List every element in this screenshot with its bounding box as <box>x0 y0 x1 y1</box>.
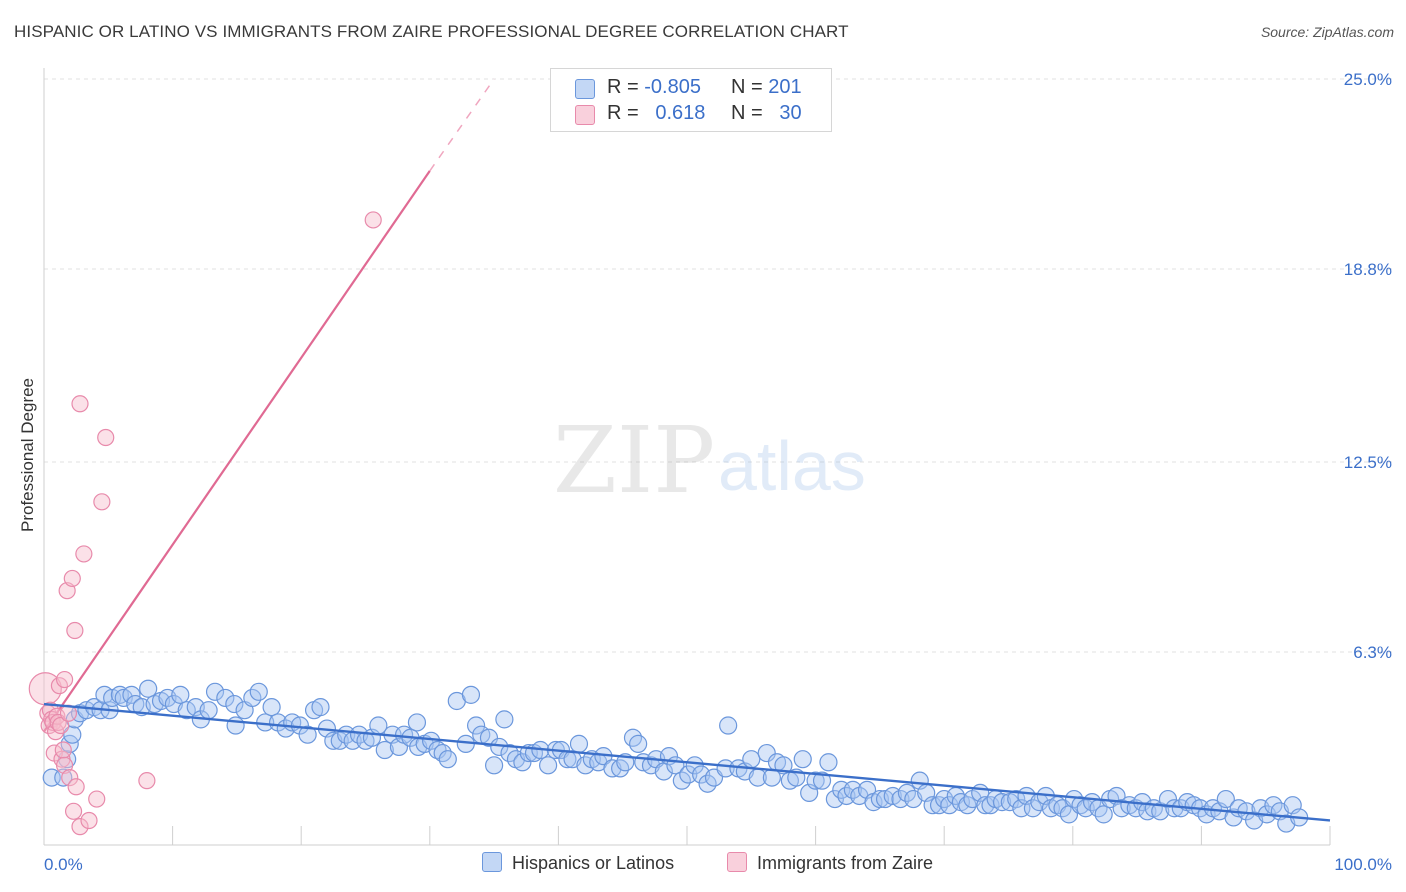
hispanics-point <box>122 685 141 704</box>
zaire-point <box>67 778 85 796</box>
legend-r-text: R = -0.805 <box>607 76 701 98</box>
zaire-point <box>61 768 79 787</box>
legend-r-text: R = 0.618 <box>607 102 706 124</box>
swatch-pink <box>727 852 747 872</box>
hispanics-point <box>298 725 317 744</box>
hispanics-point <box>171 685 190 704</box>
hispanics-point <box>716 759 735 778</box>
hispanics-point <box>742 750 761 769</box>
hispanics-point <box>262 698 281 717</box>
hispanics-point <box>428 740 447 760</box>
legend-swatch-blue <box>575 79 595 99</box>
hispanics-point <box>216 688 235 708</box>
hispanics-point <box>825 789 844 809</box>
hispanics-point <box>495 710 514 729</box>
watermark: ZIP atlas <box>553 407 866 514</box>
hispanics-point <box>461 685 481 704</box>
zaire-point <box>138 772 156 790</box>
bottom-legend-hispanics: Hispanics or Latinos <box>482 852 674 874</box>
zaire-point <box>52 716 70 735</box>
zaire-point <box>364 211 382 229</box>
hispanics-point <box>438 750 457 769</box>
x-tick-label-max: 100.0% <box>1334 855 1392 874</box>
hispanics-point <box>719 716 738 735</box>
hispanics-point <box>249 682 268 701</box>
hispanics-point <box>205 682 225 701</box>
hispanics-point <box>226 716 245 735</box>
hispanics-point <box>479 728 499 747</box>
zaire-point <box>66 621 84 640</box>
zaire-trend-line <box>43 170 431 733</box>
grid-lines <box>44 78 1395 653</box>
zaire-point <box>93 493 111 511</box>
hispanics-point <box>1158 789 1178 809</box>
zaire-point <box>71 395 89 413</box>
hispanics-point <box>685 756 704 775</box>
bottom-legend: Hispanics or Latinos Immigrants from Zai… <box>0 852 1406 878</box>
hispanics-point <box>199 701 218 720</box>
hispanics-point <box>757 743 776 763</box>
hispanics-point <box>311 698 330 717</box>
zaire-point <box>55 670 74 689</box>
hispanics-point <box>466 716 486 735</box>
legend-n-text: N = 201 <box>731 76 802 98</box>
tick-labels: 6.3% 12.5% 18.8% 25.0% 0.0% 100.0% <box>44 70 1392 874</box>
zaire-point <box>75 545 93 563</box>
source-label: Source: ZipAtlas.com <box>1260 24 1394 40</box>
hispanics-point <box>539 756 558 775</box>
zaire-point <box>71 818 89 836</box>
hispanics-point <box>940 796 959 815</box>
hispanics-point <box>139 679 158 698</box>
hispanics-point <box>569 734 589 753</box>
y-axis-label: Professional Degree <box>18 378 37 532</box>
hispanics-point <box>812 771 832 790</box>
trend-lines-hispanics <box>43 702 1331 822</box>
series-zaire-points <box>28 211 382 836</box>
hispanics-point <box>629 734 648 753</box>
hispanics-point <box>992 793 1012 812</box>
legend-box: R = -0.805 N = 201 R = 0.618 N = 30 <box>550 68 832 132</box>
hispanics-point <box>793 750 812 769</box>
zaire-point <box>54 741 72 759</box>
y-tick-label: 18.8% <box>1344 260 1392 279</box>
zaire-point <box>88 790 106 808</box>
watermark-zip: ZIP <box>553 407 715 514</box>
hispanics-trend-line <box>43 702 1331 822</box>
hispanics-point <box>407 713 427 732</box>
zaire-point <box>97 428 115 447</box>
hispanics-point <box>1094 805 1113 824</box>
hispanics-point <box>63 725 82 744</box>
hispanics-point <box>679 765 698 784</box>
legend-swatch-pink <box>575 105 595 125</box>
hispanics-point <box>819 753 838 772</box>
y-tick-label: 12.5% <box>1344 453 1392 472</box>
hispanics-point <box>225 694 244 714</box>
hispanics-point <box>485 756 504 775</box>
zaire-point <box>64 802 83 820</box>
chart-title: HISPANIC OR LATINO VS IMMIGRANTS FROM ZA… <box>14 22 849 41</box>
x-tick-label-min: 0.0% <box>44 855 83 874</box>
series-hispanics-points <box>42 679 1309 833</box>
zaire-trend-extension <box>429 78 495 172</box>
hispanics-point <box>1071 796 1090 815</box>
y-tick-label: 6.3% <box>1353 643 1392 662</box>
hispanics-point <box>375 740 394 760</box>
swatch-blue <box>482 852 502 872</box>
trend-lines-zaire <box>43 78 495 733</box>
watermark-atlas: atlas <box>718 427 866 505</box>
hispanics-point <box>1216 789 1235 809</box>
hispanics-point <box>1007 789 1026 809</box>
y-tick-label: 25.0% <box>1344 70 1392 89</box>
bottom-legend-zaire: Immigrants from Zaire <box>727 852 933 874</box>
legend-n-text: N = 30 <box>731 102 802 124</box>
hispanics-point <box>806 771 825 790</box>
zaire-point <box>63 569 81 588</box>
zaire-point <box>80 811 98 830</box>
